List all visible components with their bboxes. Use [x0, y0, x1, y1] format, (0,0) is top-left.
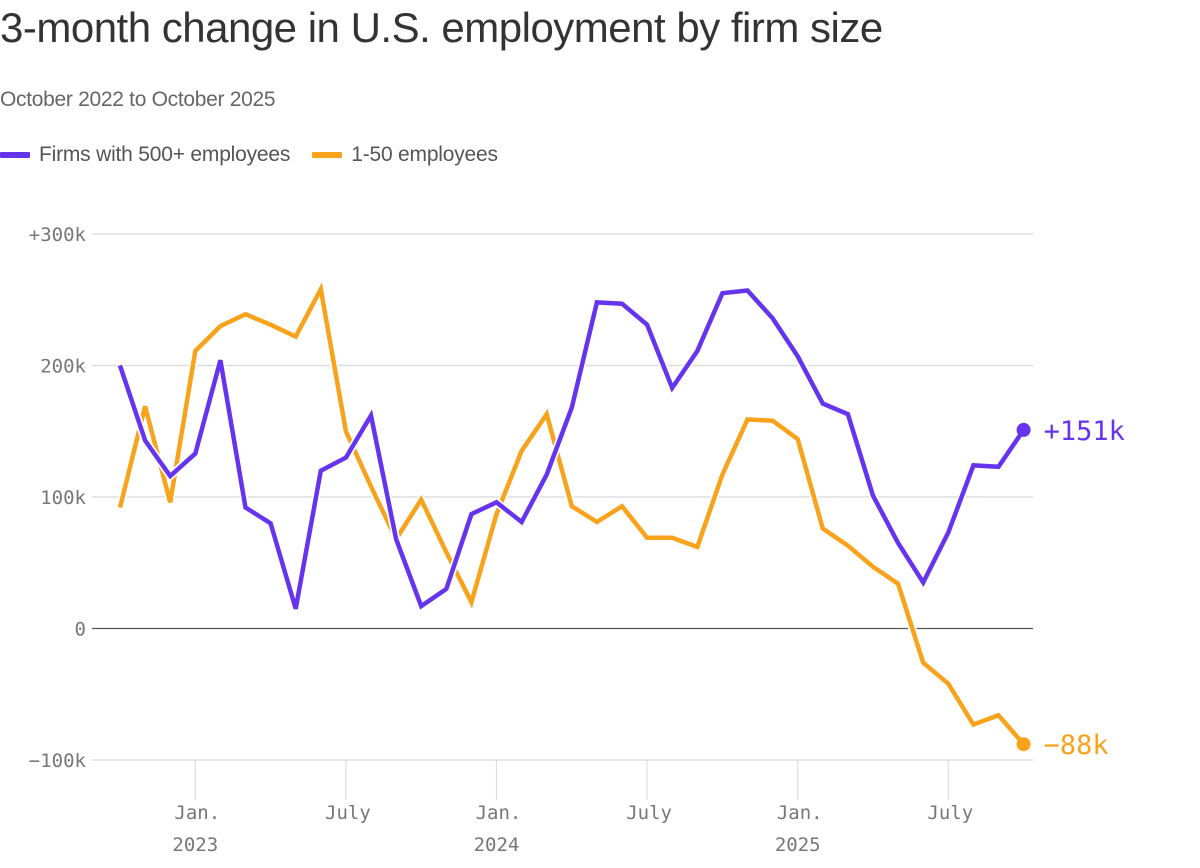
- end-value-label-small-firms: −88k: [1044, 730, 1109, 761]
- legend-item-small-firms: 1-50 employees: [312, 143, 498, 167]
- grid-layer: +300k 200k 100k 0 −100k: [29, 224, 1033, 772]
- x-tick-label: July: [325, 802, 371, 824]
- x-tick-year-label: 2023: [172, 834, 218, 856]
- end-point-marker-small-firms: [1016, 737, 1031, 752]
- y-tick-label: 100k: [40, 487, 86, 509]
- chart-subtitle: October 2022 to October 2025: [0, 88, 276, 111]
- x-axis: Jan. 2023 July Jan. 2024 July Jan. 2025 July: [172, 760, 973, 856]
- x-tick-label: July: [626, 802, 672, 824]
- x-tick-label: Jan.: [777, 802, 823, 824]
- chart-title: 3-month change in U.S. employment by fir…: [0, 4, 883, 51]
- series-line-large-firms: [117, 288, 1026, 610]
- x-tick-year-label: 2025: [775, 834, 821, 856]
- legend-label-small-firms: 1-50 employees: [351, 143, 498, 166]
- x-tick-year-label: 2024: [474, 834, 520, 856]
- y-tick-label: −100k: [29, 750, 87, 772]
- end-value-label-large-firms: +151k: [1044, 416, 1125, 447]
- series-layer: [116, 282, 1027, 747]
- y-tick-label: 0: [75, 619, 86, 641]
- x-tick-label: Jan.: [476, 802, 522, 824]
- legend-swatch-small-firms: [312, 152, 343, 158]
- x-tick-label: July: [927, 802, 973, 824]
- legend-label-large-firms: Firms with 500+ employees: [39, 143, 291, 166]
- x-tick-label: Jan.: [174, 802, 220, 824]
- series-line-small-firms: [117, 282, 1026, 746]
- end-point-marker-large-firms: [1016, 422, 1031, 437]
- legend-item-large-firms: Firms with 500+ employees: [0, 143, 290, 167]
- legend-swatch-large-firms: [0, 152, 30, 158]
- legend: Firms with 500+ employees 1-50 employees: [0, 143, 520, 167]
- end-labels: −88k +151k: [1016, 416, 1125, 761]
- series-halo-large-firms: [116, 286, 1027, 613]
- y-tick-label: +300k: [29, 224, 87, 246]
- y-tick-label: 200k: [40, 356, 86, 378]
